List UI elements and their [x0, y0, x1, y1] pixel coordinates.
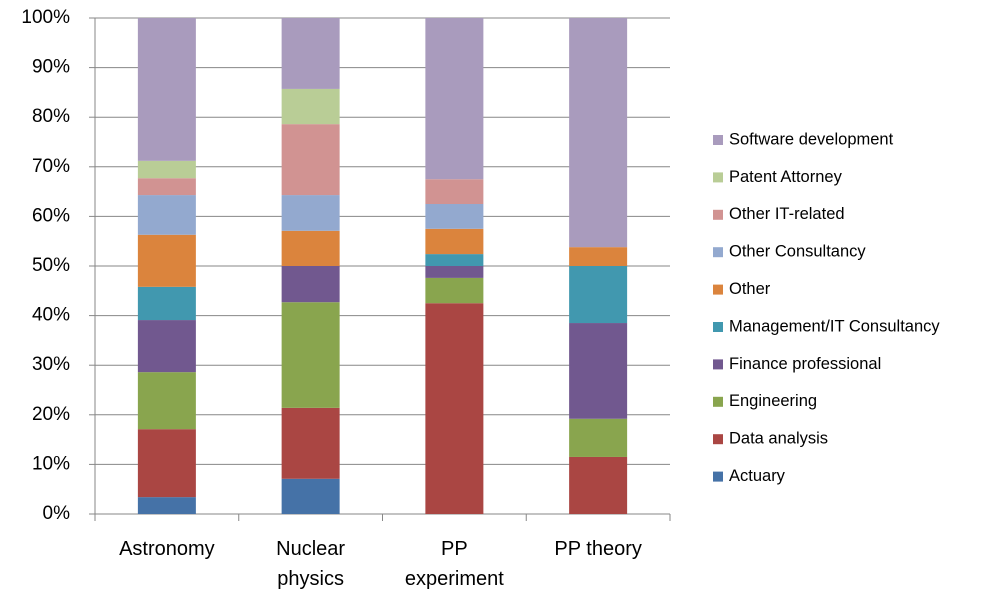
- legend-swatch: [713, 172, 723, 183]
- x-tick-label: Astronomy: [119, 538, 215, 560]
- bar-segment: [137, 320, 196, 373]
- y-tick-label: 100%: [21, 7, 70, 28]
- bar-segment: [569, 18, 628, 248]
- bar-segment: [569, 456, 628, 514]
- legend-label: Patent Attorney: [729, 168, 843, 186]
- legend-label: Finance professional: [729, 355, 881, 373]
- bar-segment: [137, 160, 196, 179]
- bar-segment: [137, 372, 196, 430]
- bar-segment: [569, 247, 628, 266]
- legend-swatch: [713, 396, 723, 407]
- bar-segment: [137, 195, 196, 235]
- legend-swatch: [713, 135, 723, 145]
- legend-swatch: [713, 359, 723, 370]
- legend-swatch: [713, 471, 723, 482]
- legend-swatch: [713, 284, 723, 295]
- y-tick-label: 40%: [32, 305, 70, 326]
- bar-segment: [137, 286, 196, 321]
- bar-segment: [569, 418, 628, 457]
- y-tick-label: 10%: [32, 453, 70, 474]
- y-tick-label: 70%: [32, 156, 70, 177]
- bar-segment: [281, 407, 340, 479]
- bar-segment: [137, 497, 196, 514]
- legend-label: Management/IT Consultancy: [729, 317, 940, 335]
- bar-segment: [425, 254, 484, 266]
- bar-segment: [137, 178, 196, 196]
- legend-label: Software development: [729, 130, 894, 148]
- legend-swatch: [713, 322, 723, 332]
- legend-swatch: [713, 434, 723, 445]
- legend-swatch: [713, 247, 723, 258]
- bar-segment: [281, 195, 340, 231]
- x-tick-label: PP experiment: [404, 538, 504, 590]
- y-tick-label: 60%: [32, 205, 70, 226]
- bar-segment: [281, 18, 340, 89]
- bar-segment: [425, 18, 484, 180]
- y-tick-label: 0%: [43, 503, 71, 524]
- legend-label: Other Consultancy: [729, 243, 866, 261]
- bar-segment: [281, 266, 340, 303]
- x-tick-label: Nuclear physics: [276, 538, 346, 590]
- legend-label: Actuary: [729, 467, 786, 485]
- bar-segment: [137, 18, 196, 161]
- bar-segment: [425, 228, 484, 255]
- bar-segment: [425, 179, 484, 204]
- bar-segment: [425, 303, 484, 514]
- bar-segment: [425, 277, 484, 304]
- bar-segment: [569, 266, 628, 324]
- legend-label: Other IT-related: [729, 205, 845, 223]
- bar-segment: [425, 204, 484, 229]
- x-tick-label: PP theory: [554, 538, 642, 560]
- bar-segment: [137, 234, 196, 287]
- bar-segment: [281, 88, 340, 125]
- y-tick-label: 30%: [32, 354, 70, 375]
- bar-segment: [281, 230, 340, 266]
- legend-swatch: [713, 209, 723, 220]
- y-tick-label: 50%: [32, 255, 70, 276]
- bar-segment: [137, 429, 196, 498]
- bar-segment: [281, 124, 340, 196]
- legend-label: Data analysis: [729, 430, 828, 448]
- y-tick-label: 20%: [32, 404, 70, 425]
- legend-label: Engineering: [729, 392, 817, 410]
- y-tick-label: 90%: [32, 57, 70, 78]
- bar-segment: [425, 266, 484, 278]
- bar-segment: [281, 302, 340, 408]
- bar-segment: [569, 323, 628, 419]
- legend-label: Other: [729, 280, 771, 298]
- y-tick-label: 80%: [32, 106, 70, 127]
- bar-segment: [281, 478, 340, 514]
